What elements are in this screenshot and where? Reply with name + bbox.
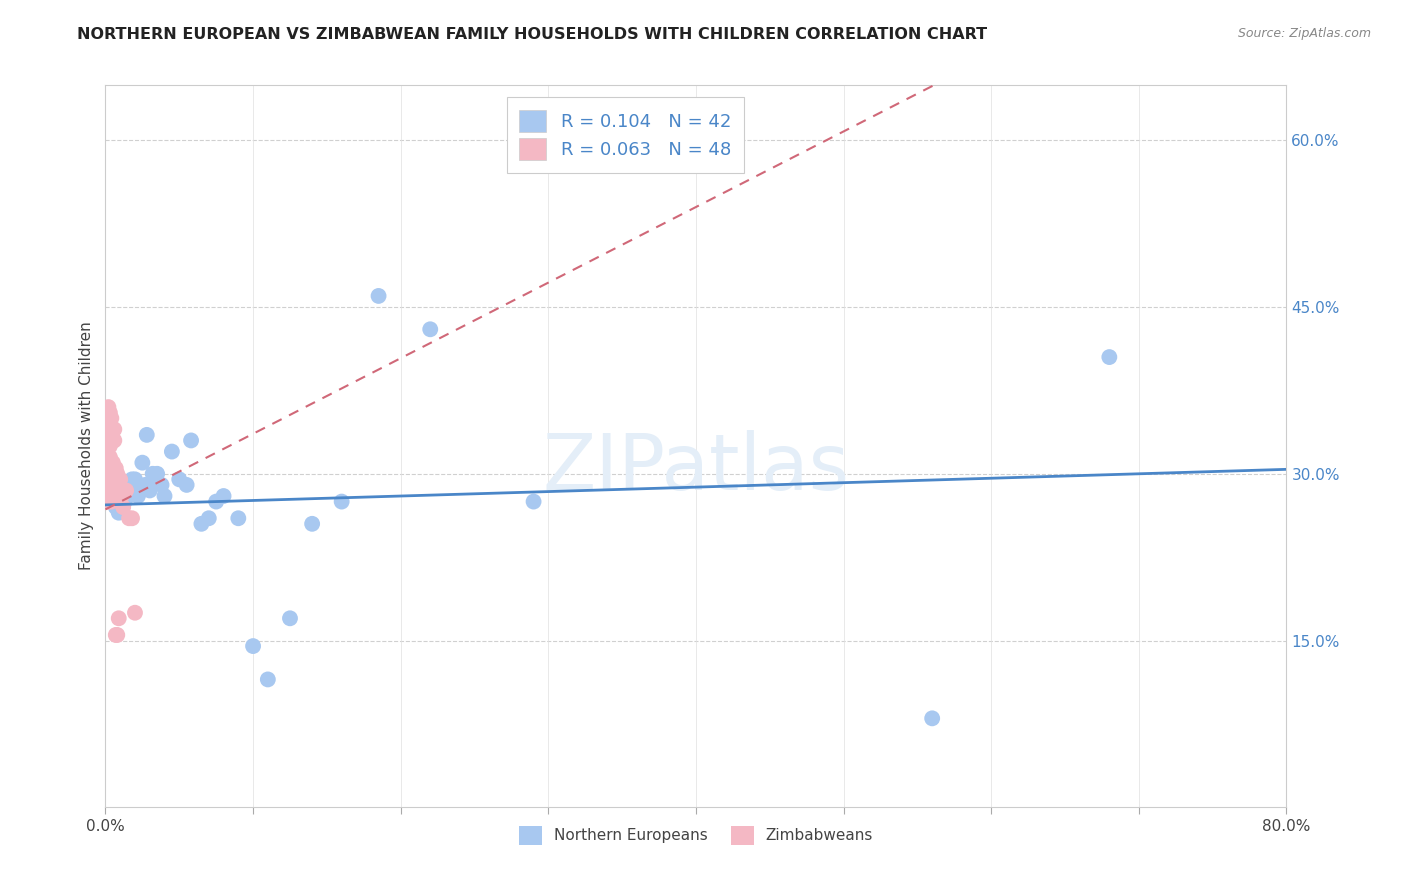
- Point: [101, 478, 124, 492]
- Point: [138, 483, 162, 498]
- Point: [1098, 350, 1121, 364]
- Point: [111, 500, 134, 515]
- Point: [98, 456, 121, 470]
- Point: [146, 467, 169, 481]
- Point: [97, 467, 120, 481]
- Point: [98, 439, 121, 453]
- Point: [118, 483, 141, 498]
- Point: [134, 478, 156, 492]
- Point: [103, 483, 125, 498]
- Point: [115, 483, 138, 498]
- Point: [212, 489, 235, 503]
- Point: [98, 450, 121, 464]
- Point: [100, 483, 122, 498]
- Point: [96, 489, 118, 503]
- Point: [100, 434, 122, 448]
- Point: [96, 494, 118, 508]
- Point: [135, 428, 157, 442]
- Point: [160, 444, 183, 458]
- Point: [103, 434, 125, 448]
- Point: [180, 434, 202, 448]
- Point: [205, 494, 228, 508]
- Y-axis label: Family Households with Children: Family Households with Children: [79, 322, 94, 570]
- Point: [169, 472, 191, 486]
- Point: [131, 456, 153, 470]
- Point: [112, 489, 135, 503]
- Point: [127, 489, 149, 503]
- Point: [419, 322, 441, 336]
- Point: [114, 494, 136, 508]
- Point: [190, 516, 212, 531]
- Text: NORTHERN EUROPEAN VS ZIMBABWEAN FAMILY HOUSEHOLDS WITH CHILDREN CORRELATION CHAR: NORTHERN EUROPEAN VS ZIMBABWEAN FAMILY H…: [77, 27, 987, 42]
- Point: [124, 606, 146, 620]
- Point: [121, 472, 143, 486]
- Point: [301, 516, 323, 531]
- Point: [124, 483, 146, 498]
- Point: [107, 506, 129, 520]
- Point: [98, 483, 121, 498]
- Point: [150, 478, 173, 492]
- Point: [110, 494, 132, 508]
- Point: [118, 511, 141, 525]
- Point: [104, 461, 127, 475]
- Point: [103, 422, 125, 436]
- Point: [97, 483, 120, 498]
- Point: [101, 494, 124, 508]
- Point: [921, 711, 943, 725]
- Point: [100, 411, 122, 425]
- Point: [100, 472, 122, 486]
- Point: [103, 467, 125, 481]
- Point: [97, 417, 120, 431]
- Point: [523, 494, 546, 508]
- Text: ZIPatlas: ZIPatlas: [543, 430, 849, 506]
- Point: [107, 611, 129, 625]
- Point: [97, 400, 120, 414]
- Point: [101, 434, 124, 448]
- Point: [117, 489, 139, 503]
- Point: [176, 478, 198, 492]
- Point: [121, 511, 143, 525]
- Legend: Northern Europeans, Zimbabweans: Northern Europeans, Zimbabweans: [509, 817, 883, 854]
- Point: [330, 494, 353, 508]
- Point: [105, 628, 128, 642]
- Point: [143, 472, 166, 486]
- Point: [105, 467, 128, 481]
- Point: [100, 461, 122, 475]
- Point: [257, 673, 280, 687]
- Point: [107, 483, 129, 498]
- Point: [98, 417, 121, 431]
- Point: [105, 489, 128, 503]
- Point: [97, 494, 120, 508]
- Point: [228, 511, 250, 525]
- Point: [97, 434, 120, 448]
- Point: [98, 422, 121, 436]
- Point: [278, 611, 301, 625]
- Point: [100, 422, 122, 436]
- Point: [110, 472, 132, 486]
- Point: [101, 422, 124, 436]
- Point: [104, 500, 127, 515]
- Point: [98, 428, 121, 442]
- Text: Source: ZipAtlas.com: Source: ZipAtlas.com: [1237, 27, 1371, 40]
- Point: [104, 628, 127, 642]
- Point: [101, 456, 124, 470]
- Point: [124, 472, 146, 486]
- Point: [98, 406, 121, 420]
- Point: [100, 494, 122, 508]
- Point: [98, 472, 121, 486]
- Point: [197, 511, 219, 525]
- Point: [367, 289, 389, 303]
- Point: [242, 639, 264, 653]
- Point: [153, 489, 176, 503]
- Point: [111, 489, 134, 503]
- Point: [96, 478, 118, 492]
- Point: [104, 483, 127, 498]
- Point: [142, 467, 165, 481]
- Point: [101, 489, 124, 503]
- Point: [112, 500, 135, 515]
